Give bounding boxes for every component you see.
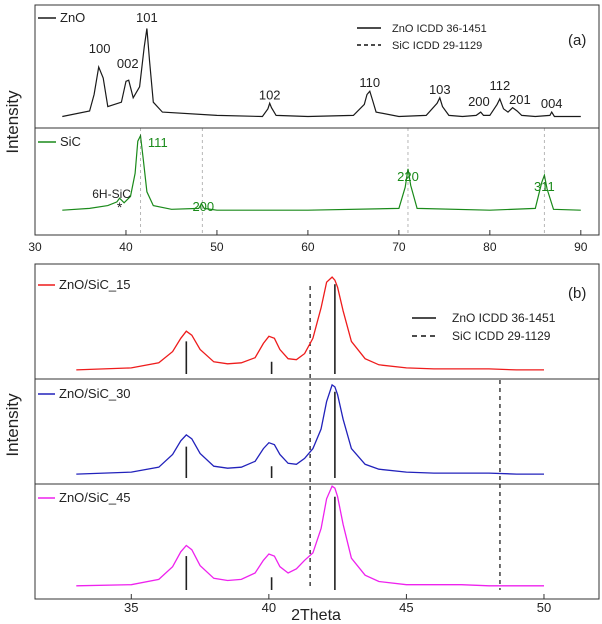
s15-label: ZnO/SiC_15 [59,277,131,292]
panel-b-x-tick-label: 35 [124,600,138,615]
series-line-zno-sic-15 [76,276,544,371]
series-line-zno-sic-45 [76,485,544,587]
peak-label: 112 [489,78,510,93]
legend-a-zno-label: ZnO ICDD 36-1451 [392,23,487,35]
legend-a-sic-label: SiC ICDD 29-1129 [392,40,482,52]
panel-a-x-tick-label: 60 [301,240,315,254]
panel-a-frame [34,4,600,236]
panel-a-label: (a) [568,32,586,49]
panel-a-x-tick-label: 30 [28,240,42,254]
legend-b-sic-label: SiC ICDD 29-1129 [452,329,551,343]
x-axis-label: 2Theta [291,607,341,624]
panel-b-x-tick-label: 50 [537,600,551,615]
zno-series-label: ZnO [60,10,85,25]
peak-label: 200 [468,94,490,109]
peak-label: 110 [359,75,380,90]
panel-a-zno-legend: ZnO [38,10,85,25]
s30-label: ZnO/SiC_30 [59,386,131,401]
panel-b-legend: ZnO ICDD 36-1451 SiC ICDD 29-1129 [412,311,556,343]
peak-label: 103 [429,82,451,97]
annotation-6h-sic: 6H-SiC [92,187,131,201]
peak-label: 220 [397,169,419,184]
annotation-marker: * [117,199,123,215]
peak-label: 101 [136,10,158,25]
y-axis-label-a: Intensity [3,90,22,154]
panel-b-plot-area [76,276,544,590]
peak-label: 002 [117,56,139,71]
panel-a-sic-legend: SiC [38,134,81,149]
panel-b-x-axis: 35 40 45 50 [124,594,551,615]
legend-s45: ZnO/SiC_45 [38,490,131,505]
peak-label: 200 [192,199,214,214]
panel-b-frame [34,263,600,600]
panel-a-x-axis: 30 40 50 60 70 80 90 [28,230,588,254]
panel-a-x-tick-label: 80 [483,240,497,254]
y-axis-label-b: Intensity [3,393,22,457]
peak-label: 111 [148,135,168,150]
panel-b-label: (b) [568,285,586,302]
legend-s15: ZnO/SiC_15 [38,277,131,292]
series-line-zno-sic-30 [76,383,544,475]
peak-label: 100 [89,41,111,56]
peak-label: 311 [534,179,555,194]
peak-label: 004 [541,96,563,111]
panel-a-x-tick-label: 50 [210,240,224,254]
legend-s30: ZnO/SiC_30 [38,386,131,401]
s45-label: ZnO/SiC_45 [59,490,131,505]
series-line-sic [62,133,581,211]
panel-a-x-tick-label: 90 [574,240,588,254]
panel-a-x-tick-label: 70 [392,240,406,254]
panel-b-x-tick-label: 40 [262,600,276,615]
panel-a-x-tick-label: 40 [119,240,133,254]
panel-b-x-tick-label: 45 [399,600,413,615]
peak-label: 102 [259,87,281,102]
series-line-zno [62,28,581,118]
panel-a-legend: ZnO ICDD 36-1451 SiC ICDD 29-1129 [357,23,487,52]
legend-b-zno-label: ZnO ICDD 36-1451 [452,311,556,325]
peak-label: 201 [509,92,531,107]
sic-series-label: SiC [60,134,81,149]
